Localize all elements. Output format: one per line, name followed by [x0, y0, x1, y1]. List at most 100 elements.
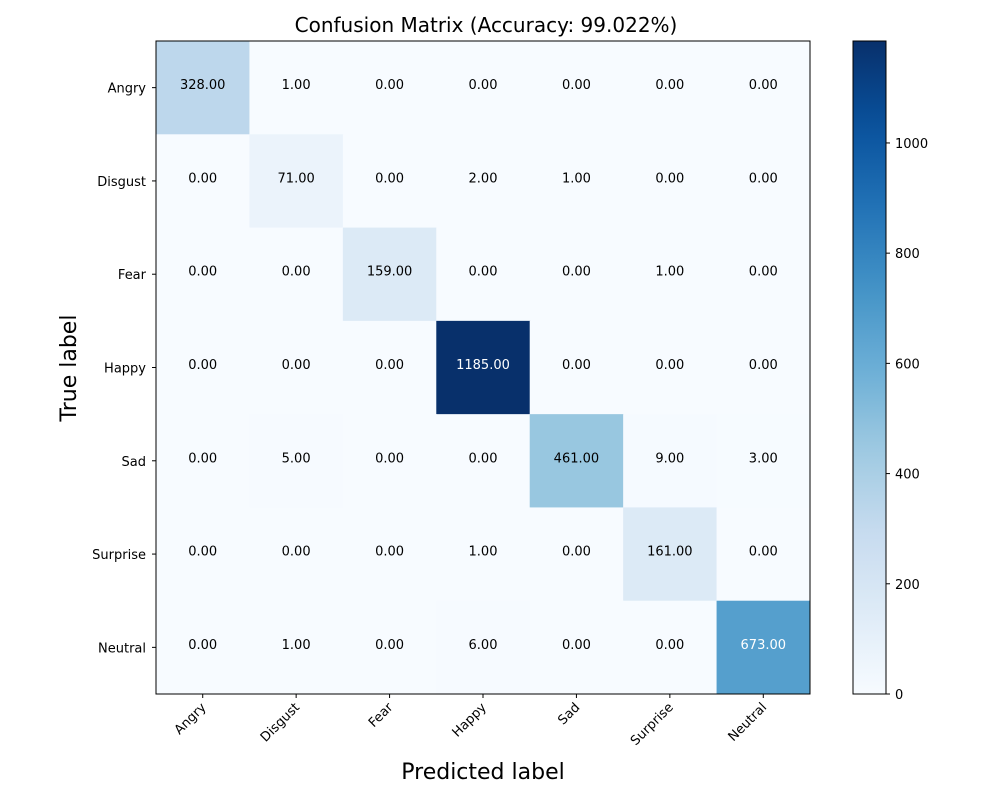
heatmap-cell	[623, 227, 718, 322]
cell-value-label: 673.00	[741, 638, 787, 653]
heatmap-cell	[156, 320, 250, 415]
cell-value-label: 5.00	[282, 451, 311, 466]
heatmap-cell	[156, 414, 250, 508]
y-tick-label: Neutral	[98, 641, 146, 656]
cell-value-label: 159.00	[367, 265, 413, 280]
cell-value-label: 0.00	[469, 265, 498, 280]
colorbar-tick-label: 800	[895, 247, 920, 262]
heatmap-cell	[249, 507, 344, 602]
heatmap-cell	[623, 320, 718, 415]
cell-value-label: 0.00	[188, 638, 217, 653]
heatmap-cell	[342, 414, 437, 508]
heatmap-cell	[716, 320, 811, 415]
y-tick-label: Fear	[118, 268, 147, 283]
cell-value-label: 0.00	[655, 78, 684, 93]
heatmap-cell	[342, 320, 437, 415]
cell-value-label: 0.00	[655, 171, 684, 186]
cell-value-label: 0.00	[188, 265, 217, 280]
heatmap-cell	[342, 600, 437, 695]
colorbar	[852, 40, 887, 695]
y-tick-label: Disgust	[97, 175, 146, 190]
heatmap-cell	[529, 320, 624, 415]
heatmap-cell	[716, 507, 811, 602]
cell-value-label: 0.00	[375, 171, 404, 186]
x-tick-label: Fear	[366, 700, 397, 731]
colorbar-tick-label: 0	[895, 688, 903, 703]
heatmap-cell	[623, 600, 718, 695]
cell-value-label: 0.00	[188, 545, 217, 560]
cell-value-label: 0.00	[655, 638, 684, 653]
heatmap-cell	[156, 134, 250, 229]
y-tick-label: Sad	[122, 455, 146, 470]
heatmap-cell	[436, 600, 531, 695]
heatmap-cell	[249, 414, 344, 508]
cell-value-label: 6.00	[469, 638, 498, 653]
heatmap-cell	[716, 227, 811, 322]
cell-value-label: 0.00	[282, 358, 311, 373]
cell-value-label: 0.00	[655, 358, 684, 373]
heatmap-cell	[529, 600, 624, 695]
heatmap-cell	[529, 414, 624, 508]
cell-value-label: 461.00	[554, 451, 600, 466]
heatmap-cell	[342, 227, 437, 322]
heatmap-cell	[249, 600, 344, 695]
y-tick-label: Happy	[104, 362, 146, 377]
x-tick-label: Happy	[450, 700, 490, 740]
cell-value-label: 0.00	[282, 545, 311, 560]
cell-value-label: 0.00	[562, 545, 591, 560]
heatmap-cell	[623, 134, 718, 229]
heatmap-cell	[249, 41, 344, 135]
heatmap-cell-labels: 328.00 1.00 0.00 0.00 0.00 0.00 0.00 0.00 71.00 0…	[180, 78, 786, 653]
heatmap-cell	[529, 227, 624, 322]
heatmap-cell	[529, 134, 624, 229]
heatmap-cell	[623, 414, 718, 508]
cell-value-label: 3.00	[749, 451, 778, 466]
heatmap-cell	[156, 41, 250, 135]
colorbar-tick-label: 400	[895, 468, 920, 483]
cell-value-label: 0.00	[562, 265, 591, 280]
heatmap-cell	[623, 41, 718, 135]
cell-value-label: 0.00	[375, 545, 404, 560]
colorbar-ticks: 0 200 400 600 800 1000	[886, 137, 928, 703]
cell-value-label: 0.00	[749, 545, 778, 560]
cell-value-label: 0.00	[375, 451, 404, 466]
cell-value-label: 1185.00	[456, 358, 510, 373]
cell-value-label: 71.00	[278, 171, 315, 186]
heatmap-cell	[716, 600, 811, 695]
cell-value-label: 0.00	[749, 171, 778, 186]
x-tick-label: Neutral	[726, 700, 771, 745]
colorbar-tick-label: 200	[895, 578, 920, 593]
heatmap-cell	[436, 227, 531, 322]
heatmap-cell	[342, 134, 437, 229]
cell-value-label: 0.00	[562, 638, 591, 653]
cell-value-label: 1.00	[655, 265, 684, 280]
cell-value-label: 0.00	[282, 265, 311, 280]
heatmap-cell	[342, 41, 437, 135]
heatmap-cell	[716, 134, 811, 229]
x-axis-label: Predicted label	[401, 760, 564, 785]
heatmap-cell	[436, 414, 531, 508]
cell-value-label: 1.00	[282, 638, 311, 653]
chart-title: Confusion Matrix (Accuracy: 99.022%)	[295, 13, 678, 37]
cell-value-label: 1.00	[282, 78, 311, 93]
cell-value-label: 1.00	[469, 545, 498, 560]
heatmap-cell	[342, 507, 437, 602]
x-tick-label: Sad	[555, 700, 583, 728]
x-axis-ticks: Angry Disgust Fear Happy Sad Surprise Neutral	[172, 694, 770, 749]
x-tick-label: Surprise	[628, 700, 677, 749]
cell-value-label: 328.00	[180, 78, 226, 93]
heatmap-cell	[623, 507, 718, 602]
cell-value-label: 9.00	[655, 451, 684, 466]
colorbar-tick-label: 1000	[895, 137, 928, 152]
heatmap-cell	[156, 227, 250, 322]
y-tick-label: Angry	[108, 82, 147, 97]
cell-value-label: 0.00	[749, 358, 778, 373]
cell-value-label: 0.00	[375, 78, 404, 93]
x-tick-label: Angry	[172, 700, 210, 738]
heatmap-cell	[156, 507, 250, 602]
heatmap-cell	[436, 41, 531, 135]
heatmap-cell	[436, 134, 531, 229]
cell-value-label: 0.00	[188, 171, 217, 186]
heatmap-cell	[249, 134, 344, 229]
